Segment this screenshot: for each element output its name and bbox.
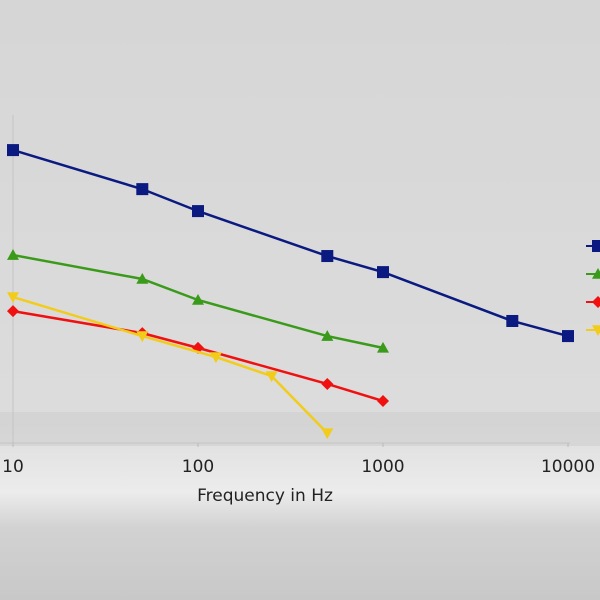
marker	[136, 273, 149, 284]
x-tick-label: 10	[2, 457, 24, 477]
marker	[265, 371, 278, 383]
marker	[377, 395, 389, 408]
marker	[136, 331, 149, 343]
x-axis-title: Frequency in Hz	[197, 486, 333, 506]
marker	[321, 250, 334, 263]
marker	[209, 352, 222, 364]
marker	[592, 268, 600, 279]
marker	[592, 325, 600, 336]
marker	[592, 296, 600, 308]
marker	[192, 205, 204, 218]
x-tick-label: 1000	[361, 457, 404, 477]
marker	[7, 249, 19, 260]
marker	[7, 305, 19, 318]
x-tick-label: 100	[182, 457, 214, 477]
marker	[377, 266, 389, 279]
marker	[7, 292, 19, 304]
marker	[321, 330, 334, 341]
marker	[506, 314, 519, 327]
marker	[377, 341, 389, 353]
marker	[321, 428, 334, 440]
band	[0, 412, 600, 446]
x-tick-label: 10000	[541, 457, 595, 477]
marker	[321, 377, 334, 390]
marker	[7, 144, 19, 157]
marker	[192, 293, 204, 305]
marker	[562, 330, 574, 343]
marker	[592, 240, 600, 252]
marker	[136, 183, 149, 196]
